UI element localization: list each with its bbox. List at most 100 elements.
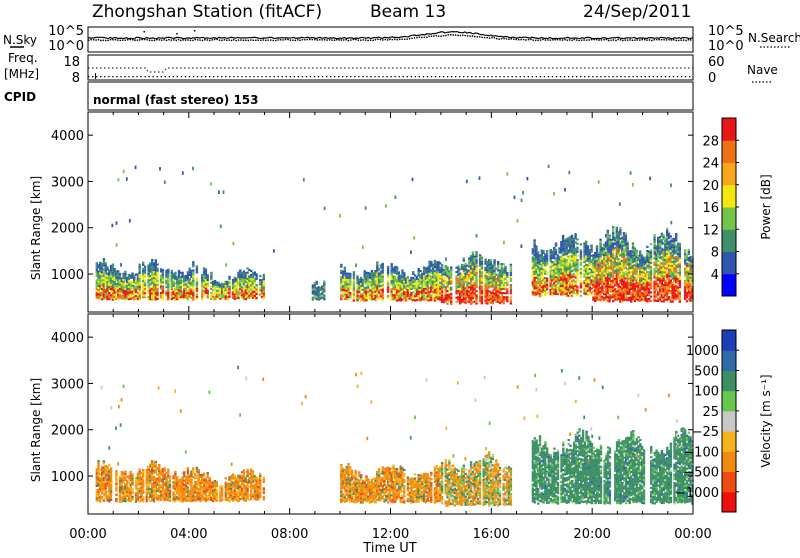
freq-dot	[120, 76, 121, 77]
freq-dot	[499, 76, 500, 77]
freq-dot	[681, 76, 682, 77]
scatter-echo	[630, 171, 632, 175]
echo-cell	[446, 269, 448, 271]
echo-cell	[493, 261, 495, 263]
echo-cell	[207, 296, 209, 298]
echo-cell	[255, 289, 257, 291]
echo-cell	[562, 256, 564, 258]
echo-cell	[510, 274, 512, 276]
scatter-echo	[303, 178, 305, 182]
freq-dot	[475, 76, 476, 77]
echo-cell	[139, 274, 141, 276]
echo-cell	[504, 266, 506, 268]
echo-cell	[481, 269, 483, 271]
freq-dot	[128, 76, 129, 77]
echo-cell	[387, 270, 389, 272]
echo-cell	[576, 292, 578, 294]
echo-cell	[344, 269, 346, 271]
echo-cell	[353, 294, 355, 296]
echo-cell	[539, 278, 541, 280]
date-label: 24/Sep/2011	[583, 2, 691, 22]
freq-dot	[503, 76, 504, 77]
echo-cell	[340, 264, 342, 266]
freq-tick-bottom: 8	[72, 71, 80, 86]
scatter-echo	[164, 180, 166, 184]
echo-cell	[679, 247, 681, 249]
echo-cell	[139, 264, 141, 266]
noise-tick-top: 10^5	[48, 24, 84, 39]
echo-cell	[353, 287, 355, 289]
echo-cell	[580, 270, 582, 272]
echo-cell	[254, 282, 256, 284]
echo-cell	[162, 296, 164, 298]
echo-cell	[490, 261, 492, 263]
echo-cell	[475, 264, 477, 266]
echo-cell	[124, 273, 126, 275]
echo-cell	[119, 273, 121, 275]
echo-cell	[171, 270, 173, 272]
echo-cell	[450, 303, 452, 305]
freq-dot	[366, 76, 367, 77]
echo-cell	[546, 254, 548, 256]
scatter-echo	[324, 207, 326, 211]
echo-cell	[396, 269, 398, 271]
echo-cell	[646, 279, 648, 281]
echo-cell	[156, 298, 158, 300]
echo-cell	[192, 288, 194, 290]
nave-tick-top: 60	[708, 55, 725, 70]
echo-cell	[506, 288, 508, 290]
freq-dot	[201, 76, 202, 77]
freq-dot	[261, 76, 262, 77]
echo-cell	[679, 261, 681, 263]
echo-cell	[650, 268, 652, 270]
echo-cell	[387, 295, 389, 297]
echo-cell	[115, 479, 117, 481]
echo-cell	[112, 264, 114, 266]
echo-cell	[650, 243, 652, 245]
echo-cell	[203, 294, 205, 296]
echo-cell	[617, 250, 619, 252]
echo-cell	[144, 266, 146, 268]
echo-cell	[537, 251, 539, 253]
echo-cell	[679, 301, 681, 303]
echo-cell	[207, 281, 209, 283]
echo-cell	[392, 290, 394, 292]
echo-cell	[603, 250, 605, 252]
echo-cell	[450, 293, 452, 295]
echo-cell	[510, 298, 512, 300]
echo-cell	[612, 276, 614, 278]
echo-cell	[481, 284, 483, 286]
echo-cell	[481, 263, 483, 265]
echo-cell	[546, 250, 548, 252]
echo-cell	[587, 275, 589, 277]
echo-cell	[546, 280, 548, 282]
freq-dot	[233, 76, 234, 77]
echo-cell	[655, 281, 657, 283]
echo-cell	[356, 299, 358, 301]
freq-dot	[435, 76, 436, 77]
echo-cell	[619, 227, 621, 229]
echo-cell	[106, 266, 108, 268]
freq-dot	[568, 76, 569, 77]
freq-dot	[451, 76, 452, 77]
echo-cell	[110, 488, 112, 490]
echo-cell	[475, 286, 477, 288]
echo-cell	[376, 266, 378, 268]
echo-cell	[419, 270, 421, 272]
echo-cell	[475, 280, 477, 282]
y-axis-label: Slant Range [km]	[29, 176, 43, 280]
freq-dot	[318, 76, 319, 77]
echo-cell	[228, 276, 230, 278]
freq-dot	[620, 76, 621, 77]
echo-cell	[115, 481, 117, 483]
scatter-echo	[210, 182, 212, 186]
echo-cell	[576, 280, 578, 282]
echo-cell	[653, 236, 655, 238]
echo-cell	[650, 260, 652, 262]
echo-cell	[131, 482, 133, 484]
echo-cell	[139, 292, 141, 294]
echo-cell	[510, 264, 512, 266]
echo-cell	[189, 287, 191, 289]
echo-cell	[481, 275, 483, 277]
freq-dot	[310, 76, 311, 77]
